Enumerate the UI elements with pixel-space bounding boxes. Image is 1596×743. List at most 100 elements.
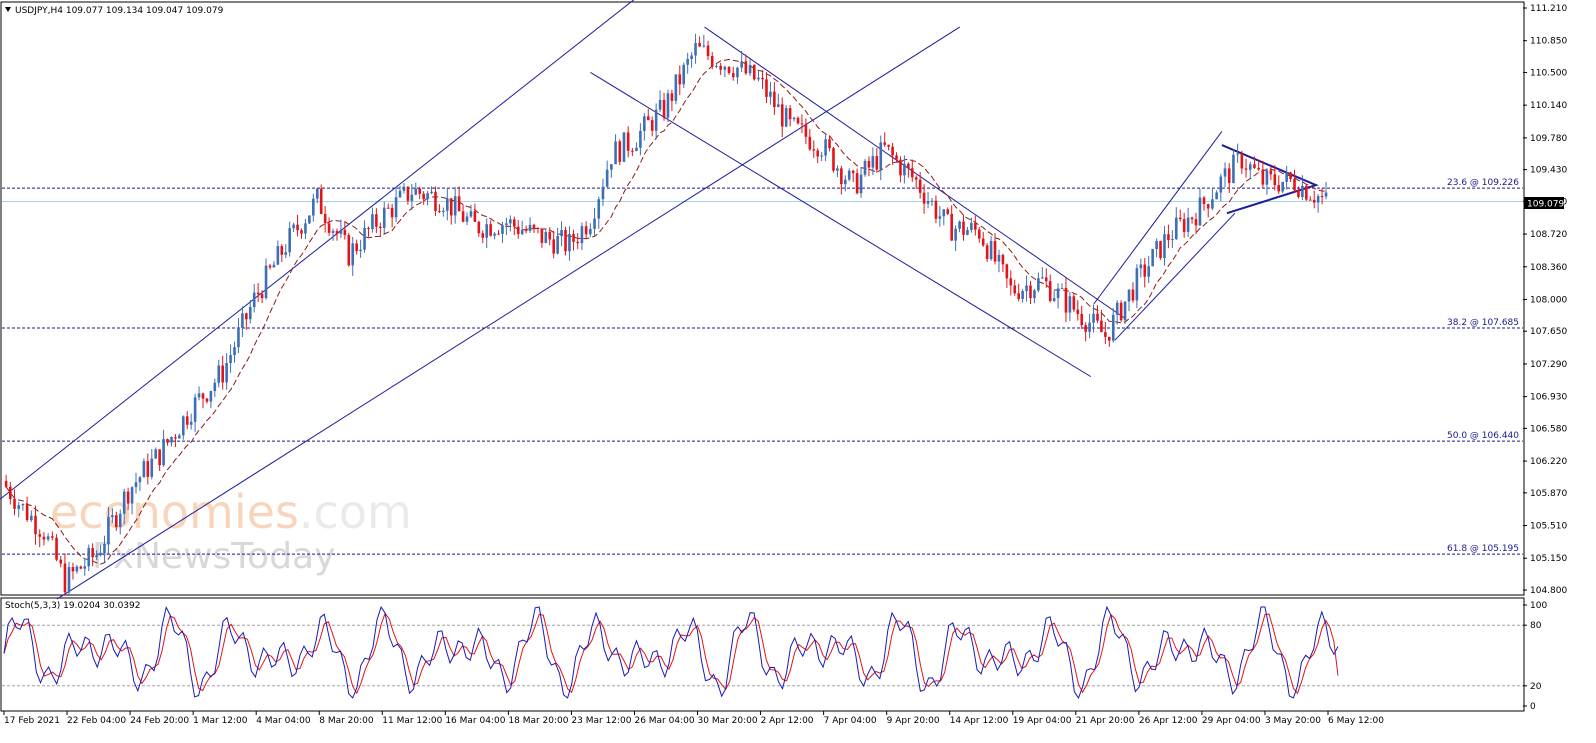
- candle-bull: [233, 347, 236, 356]
- candle-bear: [13, 498, 16, 509]
- candle-bear: [158, 449, 161, 466]
- stoch-header: Stoch(5,3,3) 19.0204 30.0392: [5, 601, 140, 611]
- stoch-panel-frame: [0, 597, 1525, 712]
- x-tick-label: 2 Apr 12:00: [761, 716, 814, 726]
- candle-bear: [1253, 164, 1256, 168]
- candle-bear: [481, 233, 485, 238]
- candle-bear: [1320, 196, 1324, 198]
- candle-bull: [107, 517, 110, 545]
- candle-bull: [83, 566, 87, 569]
- candle-bull: [930, 200, 934, 202]
- candle-bear: [185, 416, 189, 425]
- candle-bear: [367, 227, 370, 230]
- candle-bull: [426, 193, 429, 200]
- candle-bull: [264, 265, 268, 299]
- candle-bear: [812, 149, 816, 151]
- candle-bull: [46, 536, 50, 540]
- candle-bear: [1005, 264, 1009, 279]
- candle-bear: [719, 65, 722, 70]
- candle-bear: [1159, 241, 1162, 259]
- candle-bear: [174, 437, 177, 439]
- candle-bull: [1115, 302, 1119, 315]
- candle-bull: [1232, 154, 1235, 184]
- candle-bear: [205, 398, 209, 402]
- candle-bull: [847, 170, 851, 180]
- candle-bear: [1261, 169, 1265, 185]
- candle-bull: [67, 567, 71, 593]
- candle-bear: [9, 486, 12, 499]
- candle-bull: [1301, 185, 1304, 198]
- candle-bull: [1147, 266, 1151, 277]
- candle-bull: [1163, 234, 1166, 259]
- candle-bull: [162, 439, 165, 466]
- candle-bear: [1269, 170, 1273, 175]
- candle-bull: [1068, 296, 1072, 313]
- x-tick-label: 14 Apr 12:00: [950, 716, 1009, 726]
- x-tick-label: 11 Mar 12:00: [382, 716, 442, 726]
- candle-bull: [614, 141, 617, 165]
- candle-bull: [339, 229, 343, 234]
- candle-bear: [910, 168, 914, 178]
- candle-bear: [572, 233, 575, 242]
- candle-bull: [225, 363, 228, 383]
- candle-bear: [461, 211, 465, 222]
- candle-bear: [1143, 264, 1147, 277]
- candle-bull: [666, 93, 670, 118]
- candle-bull: [505, 223, 508, 226]
- candle-bear: [840, 168, 843, 185]
- candle-bull: [597, 199, 601, 219]
- candle-bear: [1227, 168, 1231, 184]
- candle-bull: [997, 254, 1001, 262]
- candle-bear: [375, 214, 378, 227]
- candle-bear: [918, 179, 922, 193]
- candle-bull: [138, 477, 142, 483]
- candle-bear: [319, 188, 323, 214]
- candle-bear: [788, 108, 792, 120]
- stoch-tick-label: 100: [1530, 601, 1547, 611]
- candle-bear: [974, 222, 977, 230]
- candle-bull: [682, 64, 686, 85]
- y-tick-label: 106.220: [1530, 457, 1567, 467]
- candle-bull: [382, 207, 386, 228]
- candle-bull: [99, 552, 102, 556]
- symbol-header: USDJPY,H4 109.077 109.134 109.047 109.07…: [5, 6, 224, 16]
- svg-text:USDJPY,H4 109.077 109.134 109.: USDJPY,H4 109.077 109.134 109.047 109.07…: [15, 6, 224, 16]
- candle-bear: [618, 141, 622, 162]
- candle-bear: [166, 439, 169, 443]
- candle-bear: [1308, 199, 1312, 201]
- candle-bull: [784, 108, 788, 127]
- candle-bear: [851, 170, 855, 174]
- candle-bear: [42, 536, 46, 540]
- y-tick-label: 108.360: [1530, 263, 1567, 273]
- fib-levels: 23.6 @ 109.226 38.2 @ 107.685 50.0 @ 106.4…: [2, 178, 1523, 555]
- candle-bull: [1060, 287, 1064, 289]
- candle-bull: [17, 505, 21, 509]
- candle-bear: [727, 66, 731, 74]
- candle-bull: [580, 226, 584, 244]
- candle-bear: [489, 224, 492, 236]
- candle-bear: [343, 229, 347, 236]
- candle-bull: [308, 215, 311, 224]
- candle-bear: [1064, 287, 1068, 313]
- candle-bear: [855, 173, 859, 194]
- symbol-label: USDJPY,H4: [15, 6, 63, 16]
- candle-bear: [34, 515, 37, 535]
- candle-bull: [442, 210, 445, 212]
- candle-bull: [1025, 285, 1028, 292]
- candle-bear: [497, 233, 500, 235]
- candle-bear: [1273, 174, 1277, 186]
- ma-line: [5, 58, 1327, 565]
- candle-bear: [540, 228, 544, 243]
- candle-bull: [690, 55, 693, 59]
- candle-bull: [1223, 168, 1227, 177]
- candle-bull: [777, 104, 780, 108]
- candle-bull: [1092, 313, 1095, 323]
- candle-bear: [780, 104, 784, 127]
- stoch-signal-line: [3, 612, 1339, 695]
- candle-bull: [130, 487, 134, 504]
- candle-bear: [516, 226, 520, 235]
- candle-bear: [323, 213, 327, 224]
- candle-bull: [970, 222, 973, 230]
- candle-bull: [1285, 172, 1288, 182]
